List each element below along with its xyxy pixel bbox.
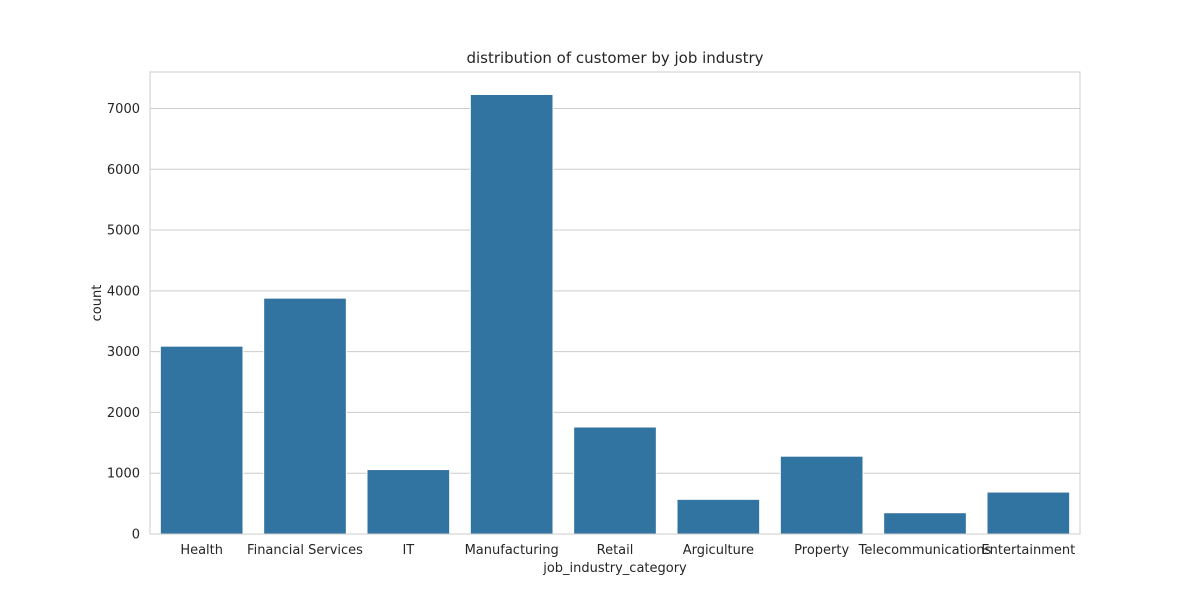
y-tick-label: 1000 <box>107 467 140 482</box>
x-tick-label: Telecommunications <box>858 543 992 558</box>
y-tick-label: 0 <box>132 528 140 543</box>
x-tick-label: IT <box>402 543 414 558</box>
bar <box>263 297 347 535</box>
bar <box>883 512 967 535</box>
x-tick-label: Financial Services <box>247 543 363 558</box>
bar <box>469 93 554 535</box>
y-tick-label: 3000 <box>107 345 140 360</box>
y-tick-label: 2000 <box>107 406 140 421</box>
x-tick-label: Retail <box>597 543 634 558</box>
bars <box>159 93 1071 535</box>
x-tick-label: Argiculture <box>683 543 754 558</box>
bar <box>366 469 451 535</box>
bar <box>779 455 864 535</box>
x-axis-label: job_industry_category <box>542 561 687 576</box>
x-tick-label: Health <box>180 543 223 558</box>
bar <box>986 491 1071 535</box>
y-tick-label: 5000 <box>107 224 140 239</box>
x-tick-labels: Health Financial Services IT Manufacturing R… <box>180 543 1075 558</box>
x-tick-label: Manufacturing <box>465 543 559 558</box>
bar <box>159 345 244 535</box>
x-tick-label: Entertainment <box>981 543 1075 558</box>
y-axis-label: count <box>90 285 105 322</box>
plot-frame <box>149 71 1081 535</box>
y-tick-labels: 0 1000 2000 3000 4000 5000 6000 7000 <box>107 102 140 543</box>
bar <box>676 498 761 535</box>
y-tick-label: 7000 <box>107 102 140 117</box>
chart-title: distribution of customer by job industry <box>466 49 763 67</box>
x-tick-label: Property <box>794 543 849 558</box>
y-tick-label: 6000 <box>107 163 140 178</box>
y-tick-label: 4000 <box>107 284 140 299</box>
bar <box>573 426 657 535</box>
